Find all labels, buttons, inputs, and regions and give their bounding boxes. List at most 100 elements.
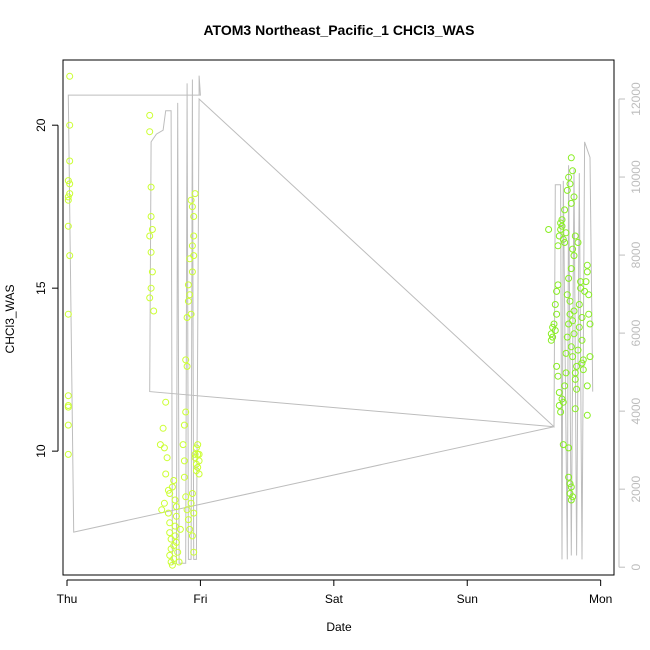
right-tick-label: 6000 [629,319,643,346]
data-point [171,522,179,530]
data-point [174,548,182,556]
data-point [64,310,72,318]
data-point [579,366,587,374]
right-tick-label: 2000 [629,475,643,502]
data-point [562,229,570,237]
data-point [570,193,578,201]
data-point [180,457,188,465]
data-point [166,519,174,527]
data-point [192,444,200,452]
data-point [561,206,569,214]
data-point [566,180,574,188]
data-point [66,121,74,129]
data-point [563,333,571,341]
x-tick-label: Sun [457,592,478,606]
x-tick-label: Mon [589,592,612,606]
data-point [565,274,573,282]
plot-frame [62,59,615,576]
data-point [583,268,591,276]
data-point [555,389,563,396]
data-point [190,509,198,517]
right-tick-label: 8000 [629,241,643,268]
altitude-line-layer [67,75,594,564]
data-point [561,382,569,390]
data-point [179,441,187,449]
data-point [64,177,72,185]
x-tick-label: Thu [57,592,78,606]
x-tick-label: Sat [325,592,344,606]
right-axis: 0 2000 4000 6000 8000 10000 12000 [618,82,643,571]
data-point [586,353,594,361]
data-point [554,242,562,250]
data-point [566,480,574,488]
right-tick-label: 0 [629,564,643,571]
data-point [64,193,72,201]
data-point [557,408,565,416]
data-point [182,408,190,416]
data-point [547,336,555,344]
data-point [190,252,198,260]
data-point [166,551,174,559]
data-point [170,555,178,563]
data-point [575,323,583,331]
data-point [578,314,586,321]
data-point [583,382,591,390]
data-point [559,441,567,449]
data-point [66,180,74,188]
x-tick-label: Fri [193,592,207,606]
data-point [571,405,579,413]
data-point [551,301,559,308]
data-point [163,454,171,462]
data-point [565,173,573,181]
data-point [175,558,183,566]
data-point [188,242,196,250]
data-point [558,395,566,403]
x-axis-label: Date [326,620,352,634]
data-point [171,532,179,540]
data-point [146,232,154,240]
data-point [150,307,158,315]
data-point [571,375,579,383]
data-point [182,356,190,364]
data-point [563,291,571,299]
y-axis-label: CHCl3_WAS [3,285,17,354]
data-point [146,294,154,302]
data-point [160,444,168,452]
chart-title: ATOM3 Northeast_Pacific_1 CHCl3_WAS [203,22,474,38]
data-point [176,525,184,533]
y-tick-label: 20 [34,118,48,132]
data-point [570,307,578,315]
data-point [191,450,199,458]
data-point [574,239,582,246]
data-point [565,473,573,481]
data-point [182,493,190,501]
data-point [567,199,575,207]
data-point [166,529,174,537]
data-point [184,281,192,289]
data-point [147,183,155,191]
data-point [570,330,578,338]
data-point [566,297,574,305]
data-point [555,232,563,240]
data-point [66,72,74,80]
y-tick-label: 10 [34,444,48,458]
data-point [569,353,577,361]
data-point [158,506,166,514]
data-point [148,268,156,276]
data-point [188,532,196,540]
data-point [562,349,570,357]
data-point [64,421,72,429]
data-point [567,154,575,162]
data-point [171,496,179,504]
data-point [156,441,164,449]
data-point [172,512,180,520]
data-point [578,359,586,367]
data-point [190,232,198,240]
data-point [64,450,72,458]
data-point [190,548,198,556]
data-point [554,281,562,289]
data-point [559,398,567,406]
data-point [567,496,575,504]
data-point [567,265,575,273]
data-point [575,301,583,308]
